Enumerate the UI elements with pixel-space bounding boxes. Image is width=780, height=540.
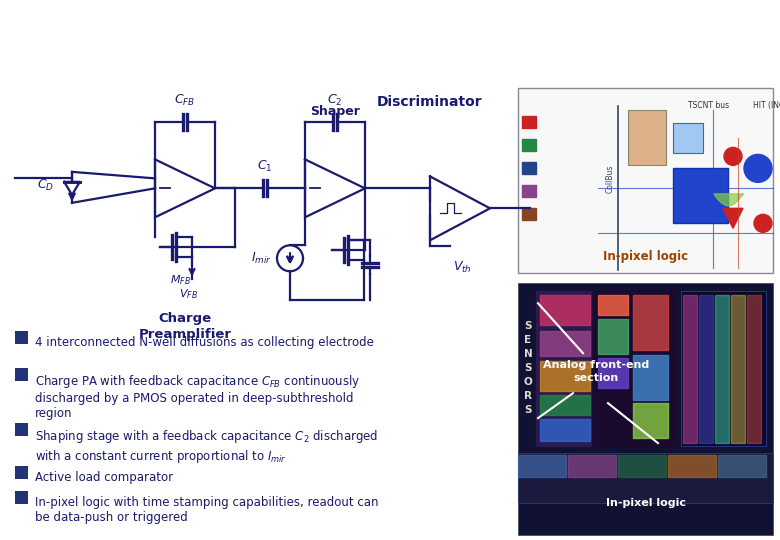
Text: Active load comparator: Active load comparator — [35, 471, 173, 484]
Text: HIT (INON: HIT (INON — [753, 102, 780, 111]
Bar — [673, 168, 728, 224]
Bar — [518, 455, 566, 477]
Text: In-pixel logic: In-pixel logic — [605, 498, 686, 508]
Text: Discriminator: Discriminator — [378, 96, 483, 110]
Bar — [683, 295, 697, 443]
Bar — [747, 295, 761, 443]
Bar — [15, 368, 28, 381]
Text: $C_2$: $C_2$ — [328, 93, 342, 109]
Bar — [522, 139, 536, 151]
Circle shape — [744, 154, 772, 183]
Polygon shape — [723, 208, 743, 228]
Bar — [681, 291, 766, 446]
Bar — [536, 291, 591, 446]
Bar — [628, 111, 666, 165]
FancyBboxPatch shape — [518, 284, 773, 535]
Bar — [540, 361, 590, 391]
Bar — [668, 455, 716, 477]
Bar — [15, 491, 28, 504]
Bar — [522, 163, 536, 174]
Text: S
E
N
S
O
R
S: S E N S O R S — [523, 321, 533, 415]
Bar — [673, 124, 703, 153]
Text: Shaping stage with a feedback capacitance $C_2$ discharged
with a constant curre: Shaping stage with a feedback capacitanc… — [35, 428, 378, 464]
Bar — [15, 331, 28, 344]
Text: $I_{mir}$: $I_{mir}$ — [251, 251, 272, 266]
Bar — [633, 403, 668, 438]
Circle shape — [724, 147, 742, 165]
Bar — [633, 355, 668, 400]
Bar — [536, 291, 676, 446]
Text: $C_1$: $C_1$ — [257, 159, 273, 174]
Text: 4 interconnected N-well diffusions as collecting electrode: 4 interconnected N-well diffusions as co… — [35, 336, 374, 349]
Bar — [598, 358, 628, 388]
Bar — [522, 208, 536, 220]
Text: $V_{FB}$: $V_{FB}$ — [179, 287, 197, 301]
Circle shape — [754, 214, 772, 232]
Bar — [522, 117, 536, 129]
Bar — [715, 295, 729, 443]
Bar — [15, 466, 28, 479]
Text: $M_{FB}$: $M_{FB}$ — [170, 273, 191, 287]
Bar — [540, 419, 590, 441]
Bar — [598, 295, 628, 315]
Bar — [731, 295, 745, 443]
Bar — [618, 455, 666, 477]
Text: TSCNT bus: TSCNT bus — [688, 102, 729, 111]
Bar — [15, 423, 28, 436]
Text: Apsel4well  front-end architecture: Apsel4well front-end architecture — [8, 9, 437, 31]
Bar — [718, 455, 766, 477]
Polygon shape — [64, 182, 80, 195]
Text: $V_{th}$: $V_{th}$ — [452, 260, 471, 275]
Text: CollBus: CollBus — [606, 164, 615, 193]
Text: $C_{FB}$: $C_{FB}$ — [175, 93, 196, 109]
Text: Charge PA with feedback capacitance $C_{FB}$ continuously
discharged by a PMOS o: Charge PA with feedback capacitance $C_{… — [35, 373, 360, 420]
Bar — [540, 331, 590, 356]
Text: Shaper: Shaper — [310, 105, 360, 118]
Bar — [540, 395, 590, 415]
Text: Charge
Preamplifier: Charge Preamplifier — [139, 312, 232, 341]
Bar — [540, 295, 590, 325]
FancyBboxPatch shape — [518, 89, 773, 273]
Text: Analog front-end
section: Analog front-end section — [543, 360, 649, 383]
Bar — [633, 295, 668, 350]
Bar — [699, 295, 713, 443]
Bar — [522, 185, 536, 197]
Text: In-pixel logic with time stamping capabilities, readout can
be data-push or trig: In-pixel logic with time stamping capabi… — [35, 496, 378, 524]
Bar — [568, 455, 616, 477]
Text: In-pixel logic: In-pixel logic — [603, 250, 688, 264]
Text: $C_D$: $C_D$ — [37, 178, 54, 193]
Bar — [518, 453, 773, 503]
Bar — [598, 319, 628, 354]
